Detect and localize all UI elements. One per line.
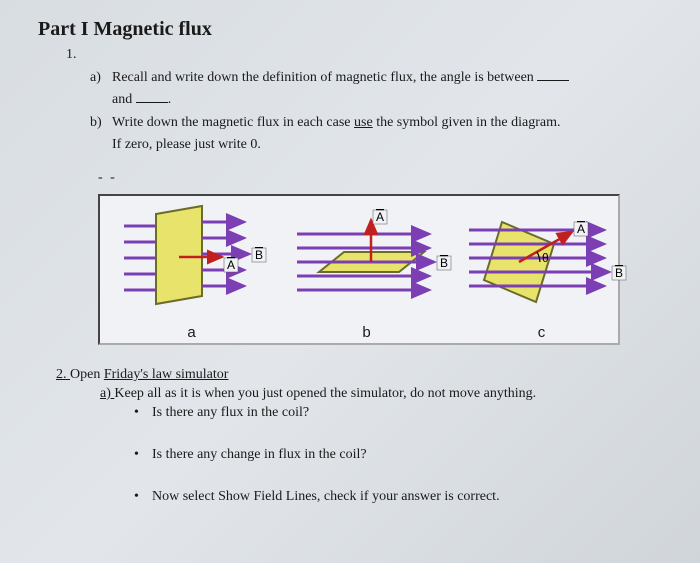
bullet-3-text: Now select Show Field Lines, check if yo… — [152, 489, 500, 505]
diagram-b: A B — [279, 202, 454, 322]
diagram-a: A B — [104, 202, 279, 322]
blank-2 — [136, 102, 168, 103]
q1b-text: Write down the magnetic flux in each cas… — [112, 112, 670, 134]
q2a-text: Keep all as it is when you just opened t… — [114, 386, 536, 401]
q1b-text-use: use — [354, 115, 373, 130]
q1a-text1: Recall and write down the definition of … — [112, 70, 537, 85]
diagram-a-label: a — [104, 324, 279, 341]
bullet-icon: • — [134, 447, 152, 463]
bullet-icon: • — [134, 489, 152, 505]
q1a-letter: a) — [90, 67, 112, 89]
q1a-text3: . — [168, 92, 172, 107]
q1a-row: a) Recall and write down the definition … — [90, 67, 670, 89]
diagram-c-wrap: θ A B c — [454, 202, 629, 341]
q2-line: 2. Open Friday's law simulator — [56, 367, 670, 383]
q1b-text1: Write down the magnetic flux in each cas… — [112, 115, 354, 130]
q1-number: 1. — [66, 47, 670, 63]
diagram-container: A B a — [98, 194, 620, 345]
bullet-1-text: Is there any flux in the coil? — [152, 405, 309, 421]
svg-text:B: B — [255, 248, 263, 262]
angle-theta: θ — [542, 251, 549, 265]
q2a-letter: a) — [100, 386, 114, 401]
svg-text:A: A — [227, 258, 235, 272]
q2-text1: Open — [70, 367, 104, 382]
svg-text:A: A — [577, 222, 585, 236]
q1b-letter: b) — [90, 112, 112, 134]
q1a-text-line2: and . — [112, 89, 670, 111]
dashes: - - — [98, 170, 670, 186]
page-title: Part I Magnetic flux — [38, 18, 670, 41]
q2-prefix: 2. — [56, 367, 70, 382]
bullet-3: • Now select Show Field Lines, check if … — [134, 489, 670, 505]
q1a-text: Recall and write down the definition of … — [112, 67, 670, 89]
svg-text:A: A — [376, 210, 384, 224]
q1b-text-line2: If zero, please just write 0. — [112, 134, 670, 156]
bullet-2: • Is there any change in flux in the coi… — [134, 447, 670, 463]
diagram-c: θ A B — [454, 202, 629, 322]
svg-text:B: B — [440, 256, 448, 270]
q2-link[interactable]: Friday's law simulator — [104, 367, 229, 382]
q2a-line: a) Keep all as it is when you just opene… — [100, 386, 670, 402]
bullet-icon: • — [134, 405, 152, 421]
diagram-b-label: b — [279, 324, 454, 341]
svg-text:B: B — [615, 266, 623, 280]
diagram-b-wrap: A B b — [279, 202, 454, 341]
diagram-c-label: c — [454, 324, 629, 341]
q1b-row: b) Write down the magnetic flux in each … — [90, 112, 670, 134]
diagram-a-wrap: A B a — [104, 202, 279, 341]
blank-1 — [537, 80, 569, 81]
diagram-row: A B a — [104, 202, 614, 341]
bullet-2-text: Is there any change in flux in the coil? — [152, 447, 367, 463]
bullet-1: • Is there any flux in the coil? — [134, 405, 670, 421]
q1b-text2: the symbol given in the diagram. — [373, 115, 561, 130]
q1a-text2: and — [112, 92, 136, 107]
